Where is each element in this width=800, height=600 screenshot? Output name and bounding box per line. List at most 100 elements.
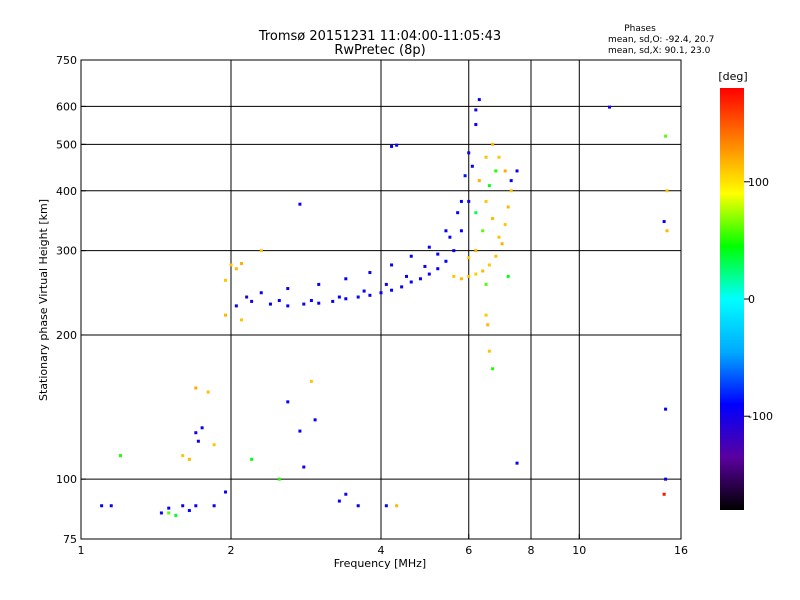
data-point	[459, 277, 463, 281]
data-point	[452, 249, 456, 253]
data-point	[194, 431, 198, 435]
data-point	[259, 291, 263, 295]
data-point	[486, 323, 490, 327]
data-point	[224, 278, 228, 282]
data-point	[503, 169, 507, 173]
data-point	[234, 304, 238, 308]
data-point	[409, 254, 413, 258]
data-point	[484, 155, 488, 159]
data-point	[194, 504, 198, 508]
colorbar-tick-label: 100	[748, 176, 769, 189]
data-point	[409, 280, 413, 284]
data-point	[404, 274, 408, 278]
data-point	[487, 349, 491, 353]
data-point	[286, 304, 290, 308]
data-point	[509, 179, 513, 183]
data-point	[390, 144, 394, 148]
data-point	[390, 288, 394, 292]
data-point	[356, 295, 360, 299]
data-point	[427, 245, 431, 249]
data-point	[474, 123, 478, 127]
data-point	[418, 277, 422, 281]
data-point	[662, 492, 666, 496]
data-point	[206, 390, 210, 394]
data-point	[662, 220, 666, 224]
data-point	[444, 259, 448, 263]
data-point	[368, 271, 372, 275]
x-tick-label: 4	[378, 544, 385, 557]
y-tick-label: 200	[56, 329, 77, 342]
colorbar-tick-label: -100	[748, 410, 773, 423]
x-tick-label: 10	[572, 544, 586, 557]
data-point	[506, 274, 510, 278]
data-point	[159, 511, 163, 515]
data-point	[494, 254, 498, 258]
data-point	[317, 282, 321, 286]
y-axis-ticks: 75 100 200 300 400 500 600 750	[56, 54, 86, 546]
data-point	[509, 189, 513, 193]
data-point	[181, 504, 185, 508]
data-point	[100, 504, 104, 508]
data-point	[487, 184, 491, 188]
y-tick-label: 300	[56, 245, 77, 258]
data-point	[494, 169, 498, 173]
y-tick-label: 75	[63, 533, 77, 546]
data-point	[118, 454, 122, 458]
y-tick-label: 100	[56, 473, 77, 486]
data-point	[245, 295, 249, 299]
data-point	[436, 252, 440, 256]
colorbar-tick-label: 0	[748, 293, 755, 306]
data-point	[467, 199, 471, 203]
y-tick-label: 500	[56, 138, 77, 151]
colorbar-label: [deg]	[718, 70, 747, 83]
data-point	[109, 504, 113, 508]
data-point	[240, 261, 244, 265]
data-point	[277, 477, 281, 481]
data-point	[477, 98, 481, 102]
data-point	[459, 199, 463, 203]
data-point	[368, 293, 372, 297]
data-point	[250, 457, 254, 461]
data-point	[423, 264, 427, 268]
grid-lines	[81, 60, 681, 539]
data-point	[474, 211, 478, 215]
data-point	[313, 418, 317, 422]
data-point	[194, 386, 198, 390]
colorbar	[720, 88, 744, 510]
y-tick-label: 750	[56, 54, 77, 67]
y-tick-label: 400	[56, 185, 77, 198]
data-point	[167, 511, 171, 515]
data-point	[474, 249, 478, 253]
x-tick-label: 1	[78, 544, 85, 557]
data-point	[481, 269, 485, 273]
data-point	[463, 174, 467, 178]
data-point	[200, 426, 204, 430]
data-point	[427, 272, 431, 276]
chart-title-line-1: Tromsø 20151231 11:04:00-11:05:43	[258, 29, 501, 44]
data-point	[167, 506, 171, 510]
data-point	[487, 263, 491, 267]
data-point	[400, 285, 404, 289]
data-point	[187, 509, 191, 513]
data-point	[664, 477, 668, 481]
data-point	[497, 155, 501, 159]
data-point	[664, 407, 668, 411]
data-point	[467, 274, 471, 278]
data-point	[474, 272, 478, 276]
data-point	[268, 302, 272, 306]
data-point	[229, 263, 233, 267]
data-point	[298, 202, 302, 206]
data-point	[337, 295, 341, 299]
data-point	[474, 108, 478, 112]
data-points	[100, 98, 669, 517]
data-point	[664, 134, 668, 138]
y-axis-label: Stationary phase Virtual Height [km]	[37, 199, 50, 401]
x-axis-ticks: 1 2 4 6 8 10 16	[78, 534, 688, 557]
data-point	[344, 297, 348, 301]
data-point	[309, 299, 313, 303]
data-point	[459, 229, 463, 233]
x-tick-label: 6	[465, 544, 472, 557]
phases-x-mode: mean, sd,X: 90.1, 23.0	[608, 46, 711, 56]
